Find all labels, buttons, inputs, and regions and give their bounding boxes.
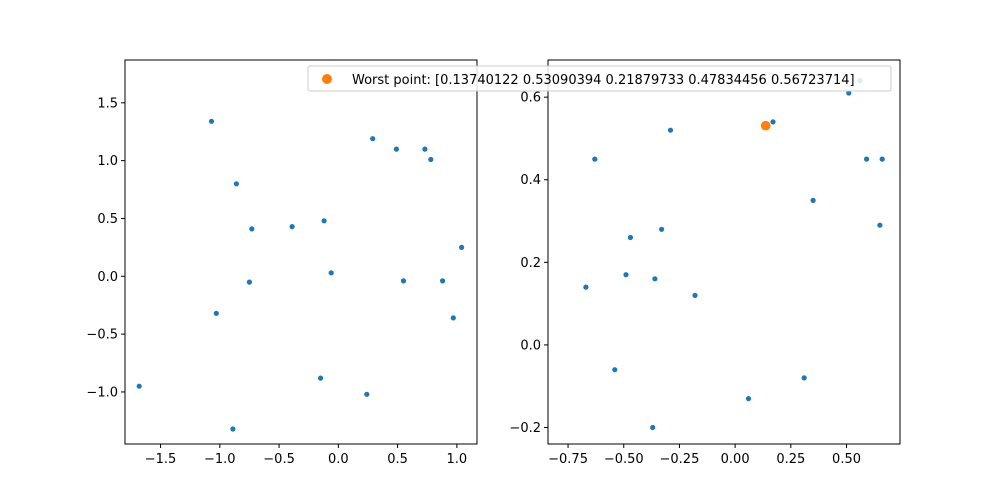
data-point (592, 156, 598, 162)
y-tick-label: 1.0 (97, 154, 118, 169)
data-point (422, 146, 428, 152)
data-point (213, 310, 219, 316)
x-tick-label: 0.00 (721, 452, 750, 467)
data-point (846, 90, 852, 96)
x-tick-label: −1.5 (145, 452, 177, 467)
right-scatter-axes: −0.75 −0.50 −0.25 0.00 0.25 0.50 −0.2 0.0 0.2 0.4… (509, 59, 901, 467)
data-point (659, 226, 665, 232)
y-tick-label: 0.4 (520, 173, 541, 188)
data-point (650, 424, 656, 431)
axes-frame (124, 59, 478, 445)
y-tick-label: 0.6 (520, 91, 541, 106)
data-point (450, 315, 456, 321)
x-tick-label: 0.50 (832, 452, 861, 467)
data-point (877, 222, 883, 228)
data-point (289, 224, 295, 230)
x-tick-label: −0.25 (660, 452, 700, 467)
data-point (321, 218, 327, 224)
data-point (136, 383, 142, 389)
data-point (770, 119, 776, 125)
data-point (623, 272, 629, 278)
left-scatter-axes: −1.5 −1.0 −0.5 0.0 0.5 1.0 −1.0 −0.5 0.0 0.5 1.0 1.… (86, 59, 478, 467)
data-point (459, 244, 465, 250)
y-tick-label: −1.0 (86, 385, 118, 400)
data-point (393, 146, 399, 152)
data-point (400, 278, 407, 284)
data-point (230, 426, 236, 432)
data-point (249, 226, 255, 232)
x-tick-label: −1.0 (204, 452, 236, 467)
y-tick-label: 0.5 (97, 212, 118, 227)
y-tick-label: −0.5 (86, 328, 118, 343)
legend-frame (307, 65, 892, 92)
data-point (612, 367, 618, 373)
y-tick-label: 0.0 (520, 338, 541, 353)
x-tick-label: 0.5 (387, 452, 408, 467)
data-point (370, 136, 376, 142)
data-point (233, 181, 239, 187)
worst-point-marker (760, 120, 771, 131)
data-point (428, 156, 434, 163)
legend: Worst point: [0.13740122 0.53090394 0.21… (307, 65, 892, 92)
data-point (627, 234, 634, 241)
data-point (364, 391, 370, 397)
axes-frame (547, 59, 901, 445)
data-point (318, 375, 324, 381)
data-point (208, 118, 215, 124)
y-tick-label: 1.5 (97, 96, 118, 111)
x-tick-label: 0.25 (776, 452, 805, 467)
data-point (652, 276, 658, 282)
data-point (328, 270, 334, 276)
data-point (692, 292, 698, 298)
x-tick-label: −0.50 (604, 452, 644, 467)
y-tick-label: −0.2 (509, 421, 541, 436)
data-point (810, 197, 816, 203)
data-point (864, 156, 870, 162)
x-tick-label: 0.0 (328, 452, 349, 467)
data-point (879, 156, 885, 162)
x-tick-label: −0.75 (548, 452, 588, 467)
data-point (583, 284, 589, 290)
data-point (801, 375, 807, 381)
x-tick-label: −0.5 (263, 452, 295, 467)
x-tick-label: 1.0 (447, 452, 468, 467)
data-point (246, 279, 252, 285)
data-point (667, 127, 674, 133)
y-tick-label: 0.0 (97, 270, 118, 285)
y-tick-label: 0.2 (520, 256, 541, 271)
legend-marker-worst-point (322, 74, 332, 84)
legend-label-worst-point: Worst point: [0.13740122 0.53090394 0.21… (352, 73, 855, 88)
data-point (745, 396, 752, 402)
data-point (440, 278, 446, 284)
